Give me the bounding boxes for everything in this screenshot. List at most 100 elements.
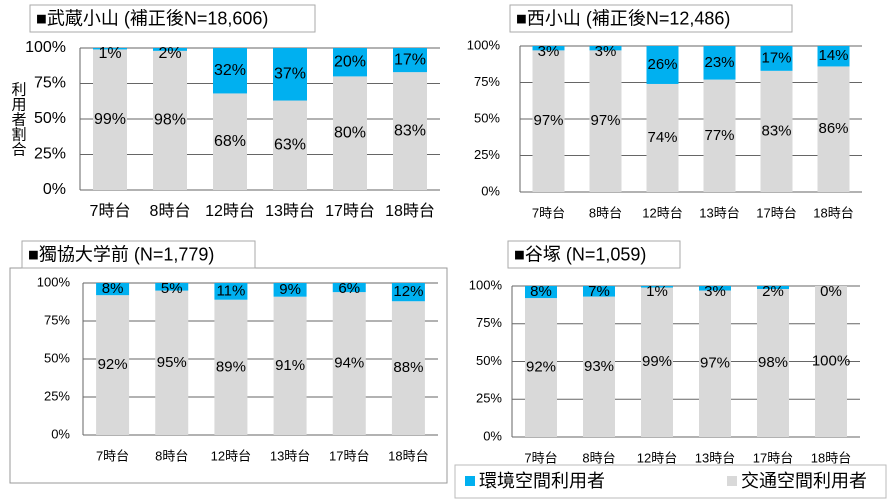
chart-title: ■獨協大学前 (N=1,779) xyxy=(28,244,214,264)
data-label: 3% xyxy=(538,43,560,60)
bar-segment xyxy=(589,46,622,51)
bar-segment xyxy=(155,290,189,435)
bar-segment xyxy=(699,290,731,437)
data-label: 98% xyxy=(758,354,788,371)
bar-segment xyxy=(525,286,557,299)
x-tick-label: 18時台 xyxy=(813,205,853,220)
data-label: 14% xyxy=(818,47,848,64)
data-label: 83% xyxy=(394,122,426,139)
bar-segment xyxy=(817,46,850,67)
bar-segment xyxy=(393,48,427,73)
x-tick-label: 7時台 xyxy=(96,448,129,463)
y-tick-label: 75% xyxy=(476,315,502,330)
x-tick-label: 17時台 xyxy=(329,448,369,463)
bar-segment xyxy=(333,76,367,190)
data-label: 2% xyxy=(762,283,784,300)
title-box xyxy=(21,240,256,269)
data-label: 92% xyxy=(526,359,556,376)
legend-label: 環境空間利用者 xyxy=(479,471,605,491)
x-tick-label: 13時台 xyxy=(265,202,315,220)
bar-segment xyxy=(332,283,366,293)
bar-segment xyxy=(273,100,307,190)
chart-title: ■武蔵小山 (補正後N=18,606) xyxy=(36,8,268,28)
bar-segment xyxy=(93,48,127,50)
data-label: 89% xyxy=(216,358,246,375)
title-box xyxy=(29,4,316,33)
bar-segment xyxy=(532,50,565,192)
data-label: 32% xyxy=(214,62,246,79)
bar-segment xyxy=(96,283,130,296)
data-label: 3% xyxy=(595,43,617,60)
x-tick-label: 8時台 xyxy=(150,202,191,220)
bar-segment xyxy=(646,83,679,192)
x-tick-label: 18時台 xyxy=(811,450,851,465)
data-label: 94% xyxy=(334,355,364,372)
x-tick-label: 17時台 xyxy=(325,202,375,220)
y-tick-label: 100% xyxy=(469,277,503,292)
x-tick-label: 18時台 xyxy=(388,448,428,463)
bar-segment xyxy=(214,283,248,300)
bar-segment xyxy=(757,286,789,290)
bar-segment xyxy=(589,50,622,192)
bar-segment xyxy=(703,46,736,80)
data-label: 17% xyxy=(761,49,791,66)
y-tick-label: 0% xyxy=(51,426,70,441)
y-tick-label: 100% xyxy=(37,274,71,289)
data-label: 37% xyxy=(274,65,306,82)
data-label: 63% xyxy=(274,136,306,153)
bar-segment xyxy=(817,66,850,192)
bar-segment xyxy=(641,286,673,288)
y-tick-label: 25% xyxy=(474,147,500,162)
y-tick-label: 50% xyxy=(474,110,500,125)
x-tick-label: 18時台 xyxy=(385,202,435,220)
bar-segment xyxy=(583,296,615,437)
data-label: 74% xyxy=(647,129,677,146)
data-label: 8% xyxy=(530,283,552,300)
data-label: 12% xyxy=(393,283,423,300)
y-tick-label: 25% xyxy=(44,388,70,403)
legend-swatch xyxy=(727,476,737,486)
bar-segment xyxy=(815,286,847,437)
data-label: 2% xyxy=(158,45,181,62)
data-label: 99% xyxy=(94,111,126,128)
bar-segment xyxy=(213,93,247,190)
y-tick-label: 25% xyxy=(34,146,66,163)
bar-segment xyxy=(214,299,248,435)
bar-segment xyxy=(391,301,425,435)
x-tick-label: 12時台 xyxy=(211,448,251,463)
legend-swatch xyxy=(465,476,475,486)
x-tick-label: 17時台 xyxy=(756,205,796,220)
data-label: 92% xyxy=(98,356,128,373)
data-label: 95% xyxy=(157,354,187,371)
data-label: 99% xyxy=(642,353,672,370)
y-tick-label: 0% xyxy=(483,428,502,443)
x-tick-label: 7時台 xyxy=(90,202,131,220)
y-tick-label: 50% xyxy=(476,353,502,368)
title-box xyxy=(509,4,793,33)
bar-segment xyxy=(583,286,615,297)
data-label: 98% xyxy=(154,112,186,129)
bar-segment xyxy=(703,79,736,192)
data-label: 11% xyxy=(216,282,245,299)
bar-segment xyxy=(153,50,187,191)
title-box xyxy=(507,240,681,269)
y-tick-label: 100% xyxy=(467,37,501,52)
data-label: 97% xyxy=(590,112,620,129)
bar-segment xyxy=(391,283,425,302)
data-label: 80% xyxy=(334,124,366,141)
legend-frame xyxy=(454,464,887,499)
bar-segment xyxy=(213,48,247,94)
data-label: 8% xyxy=(102,280,124,297)
data-label: 3% xyxy=(704,283,726,300)
y-axis-label: 利用者割合 xyxy=(10,82,27,157)
data-label: 7% xyxy=(588,283,610,300)
data-label: 97% xyxy=(533,112,563,129)
y-tick-label: 0% xyxy=(481,183,500,198)
x-tick-label: 8時台 xyxy=(582,450,615,465)
y-tick-label: 25% xyxy=(476,391,502,406)
data-label: 9% xyxy=(279,281,301,298)
bar-segment xyxy=(332,292,366,435)
y-tick-label: 50% xyxy=(34,110,66,127)
y-tick-label: 100% xyxy=(25,39,66,56)
